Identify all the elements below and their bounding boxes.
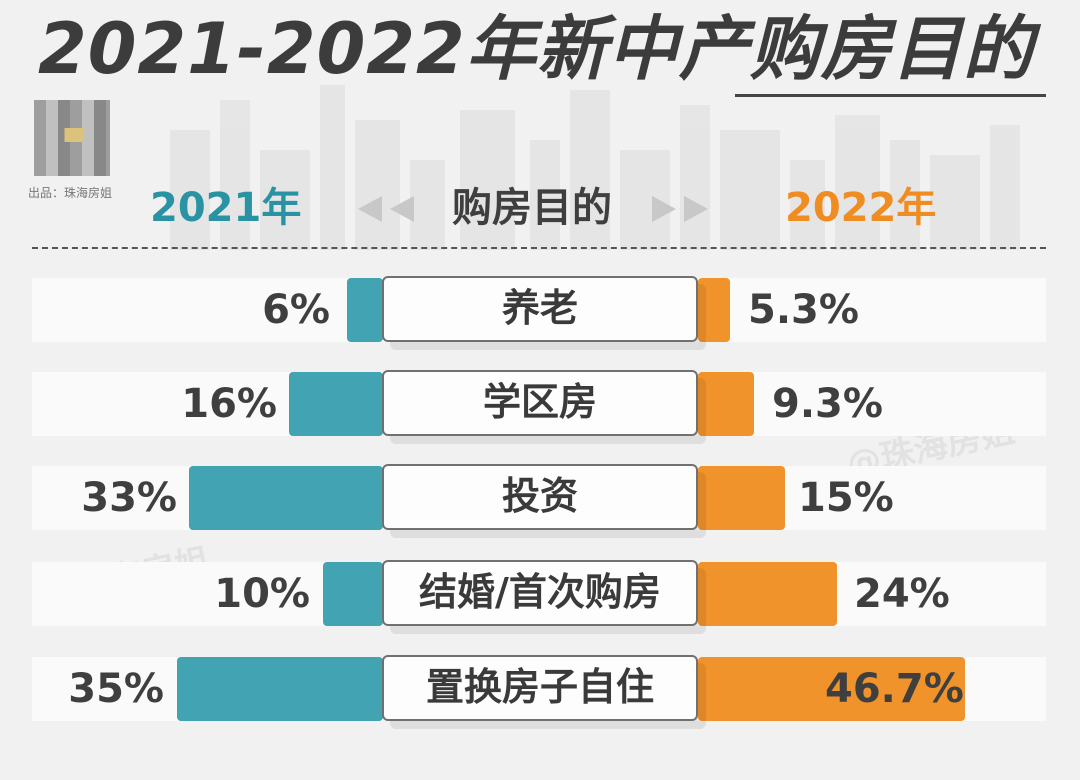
- bar-2021: [323, 562, 383, 626]
- bar-2022: [698, 372, 754, 436]
- chart-row: 10% 结婚/首次购房 24%: [32, 560, 1046, 626]
- value-2022: 9.3%: [772, 381, 883, 427]
- brand-block: 出品：珠海房姐: [28, 100, 114, 200]
- chart-row: 16% 学区房 9.3%: [32, 370, 1046, 436]
- triangle-right-icon: [684, 196, 708, 222]
- header-divider: [32, 247, 1046, 249]
- chart-row: 35% 置换房子自住 46.7%: [32, 655, 1046, 721]
- chart-row: 6% 养老 5.3%: [32, 276, 1046, 342]
- bar-2021: [347, 278, 383, 342]
- value-2021: 35%: [68, 666, 164, 712]
- value-2021: 10%: [214, 571, 310, 617]
- value-2022: 15%: [798, 475, 894, 521]
- category-label: 投资: [382, 464, 698, 530]
- bar-2022: [698, 657, 965, 721]
- qr-code-icon: [34, 100, 110, 176]
- bar-2022: [698, 278, 730, 342]
- chart-row: 33% 投资 15%: [32, 464, 1046, 530]
- value-2022: 5.3%: [748, 287, 859, 333]
- right-arrows-icon: [652, 196, 708, 222]
- category-label: 养老: [382, 276, 698, 342]
- category-label: 置换房子自住: [382, 655, 698, 721]
- value-2022: 24%: [854, 571, 950, 617]
- triangle-right-icon: [652, 196, 676, 222]
- category-label: 学区房: [382, 370, 698, 436]
- value-2021: 6%: [262, 287, 330, 333]
- value-2021: 16%: [181, 381, 277, 427]
- title-underline: [735, 94, 1046, 97]
- legend-2022: 2022年: [785, 185, 937, 231]
- category-header: 购房目的: [452, 185, 612, 231]
- brand-credit: 出品：珠海房姐: [28, 186, 113, 200]
- bar-2022: [698, 466, 785, 530]
- bar-2021: [289, 372, 383, 436]
- triangle-left-icon: [358, 196, 382, 222]
- value-2022: 46.7%: [825, 666, 964, 712]
- bar-2021: [177, 657, 383, 721]
- category-label: 结婚/首次购房: [382, 560, 698, 626]
- triangle-left-icon: [390, 196, 414, 222]
- value-2021: 33%: [81, 475, 177, 521]
- skyline-background: [150, 80, 1030, 250]
- left-arrows-icon: [358, 196, 414, 222]
- bar-2021: [189, 466, 383, 530]
- bar-2022: [698, 562, 837, 626]
- legend-2021: 2021年: [150, 185, 302, 231]
- chart-title: 2021-2022年新中产购房目的: [38, 8, 1034, 90]
